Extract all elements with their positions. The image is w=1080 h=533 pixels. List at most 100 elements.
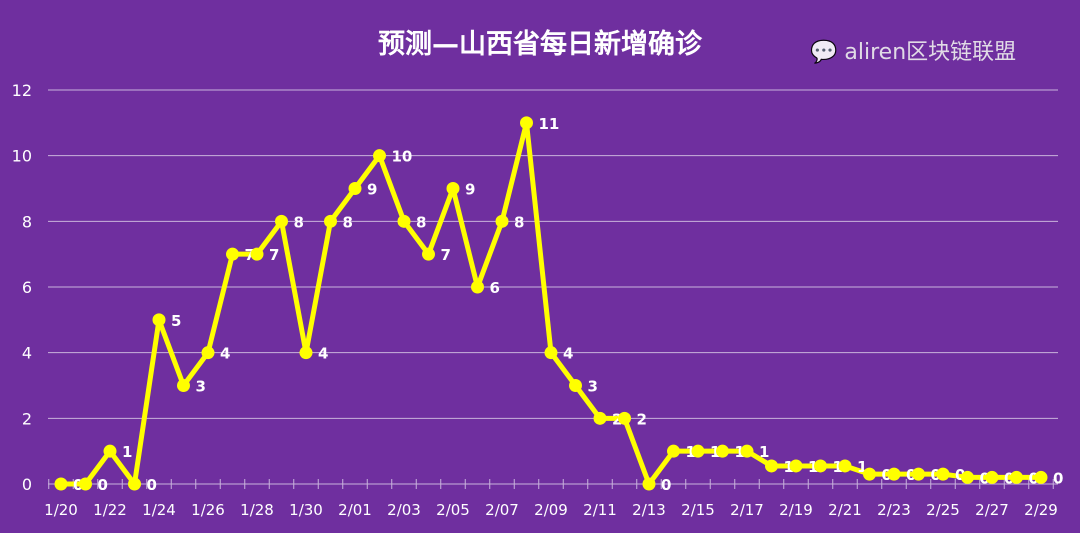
data-label: 1 [759,443,769,461]
data-label: 0 [1004,469,1014,487]
x-tick-label: 2/23 [877,501,911,519]
data-label: 1 [808,458,818,476]
data-label: 11 [539,115,560,133]
data-point [863,467,876,481]
data-label: 8 [343,213,353,231]
x-tick-label: 2/17 [730,501,764,519]
data-label: 9 [465,181,475,199]
data-label: 0 [661,476,671,494]
data-label: 4 [220,345,230,363]
watermark-text: aliren区块链联盟 [844,40,1017,65]
x-tick-label: 2/13 [632,501,666,519]
x-tick-label: 1/24 [142,501,176,519]
data-label: 9 [367,181,377,199]
data-label: 7 [441,246,451,264]
x-tick-label: 2/15 [681,501,715,519]
data-label: 5 [171,312,181,330]
data-point [569,379,582,392]
data-label: 7 [245,246,255,264]
data-label: 0 [882,466,892,484]
data-label: 0 [980,469,990,487]
data-point [789,459,803,473]
x-tick-label: 1/22 [93,501,127,519]
data-point [887,467,901,481]
x-tick-label: 1/20 [44,501,78,519]
x-tick-label: 2/11 [583,501,617,519]
data-point [936,467,950,481]
data-label: 0 [98,476,108,494]
data-label: 4 [563,345,573,363]
data-label: 0 [1053,469,1063,487]
data-point [397,214,411,228]
data-point [275,214,288,228]
data-point [103,444,117,458]
x-tick-label: 2/19 [779,501,813,519]
x-tick-label: 2/03 [387,501,421,519]
wechat-icon: 💬 [810,40,838,65]
data-label: 0 [906,466,916,484]
data-label: 0 [1029,469,1039,487]
data-label: 8 [514,213,524,231]
data-point [838,459,852,473]
data-point [716,444,729,458]
data-label: 1 [735,443,745,461]
data-point [985,470,999,484]
data-point [520,116,533,130]
data-label: 4 [318,345,328,363]
x-tick-label: 2/09 [534,501,568,519]
data-point [740,444,754,458]
x-tick-label: 1/28 [240,501,274,519]
x-tick-label: 2/21 [828,501,862,519]
data-point [177,379,190,392]
data-point [765,459,778,473]
data-label: 1 [710,443,720,461]
y-tick-label: 2 [22,409,32,428]
data-point [642,477,656,491]
data-label: 0 [147,476,157,494]
y-tick-label: 10 [12,147,32,166]
data-point [593,411,607,425]
data-label: 1 [833,458,843,476]
data-point [373,149,386,163]
data-point [152,313,166,327]
y-tick-label: 0 [22,475,32,494]
data-label: 3 [196,378,206,396]
data-label: 8 [416,213,426,231]
data-point [54,477,68,491]
x-tick-label: 2/25 [926,501,960,519]
data-label: 6 [490,279,500,297]
data-point [912,467,925,481]
data-point [348,182,362,195]
x-tick-label: 1/26 [191,501,225,519]
data-point [667,444,680,458]
data-point [618,411,631,425]
data-point [226,247,239,261]
data-point [446,182,460,195]
watermark: 💬 aliren区块链联盟 [810,34,1016,66]
data-point [422,247,435,261]
data-label: 2 [612,410,622,428]
data-label: 1 [857,458,867,476]
x-tick-label: 2/05 [436,501,470,519]
data-label: 0 [931,466,941,484]
data-label: 1 [122,443,132,461]
data-label: 3 [588,378,598,396]
y-tick-label: 6 [22,278,32,297]
data-point [471,280,484,294]
x-tick-label: 1/30 [289,501,323,519]
data-point [544,346,558,360]
data-point [814,459,827,473]
y-tick-label: 4 [22,344,32,363]
data-point [691,444,705,458]
chart-title: 预测—山西省每日新增确诊 [378,29,702,60]
x-tick-label: 2/29 [1024,501,1058,519]
data-point [201,346,215,360]
data-label: 7 [269,246,279,264]
data-label: 0 [955,466,965,484]
data-label: 2 [637,410,647,428]
data-point [128,477,141,491]
data-label: 0 [73,476,83,494]
data-point [1010,470,1023,484]
